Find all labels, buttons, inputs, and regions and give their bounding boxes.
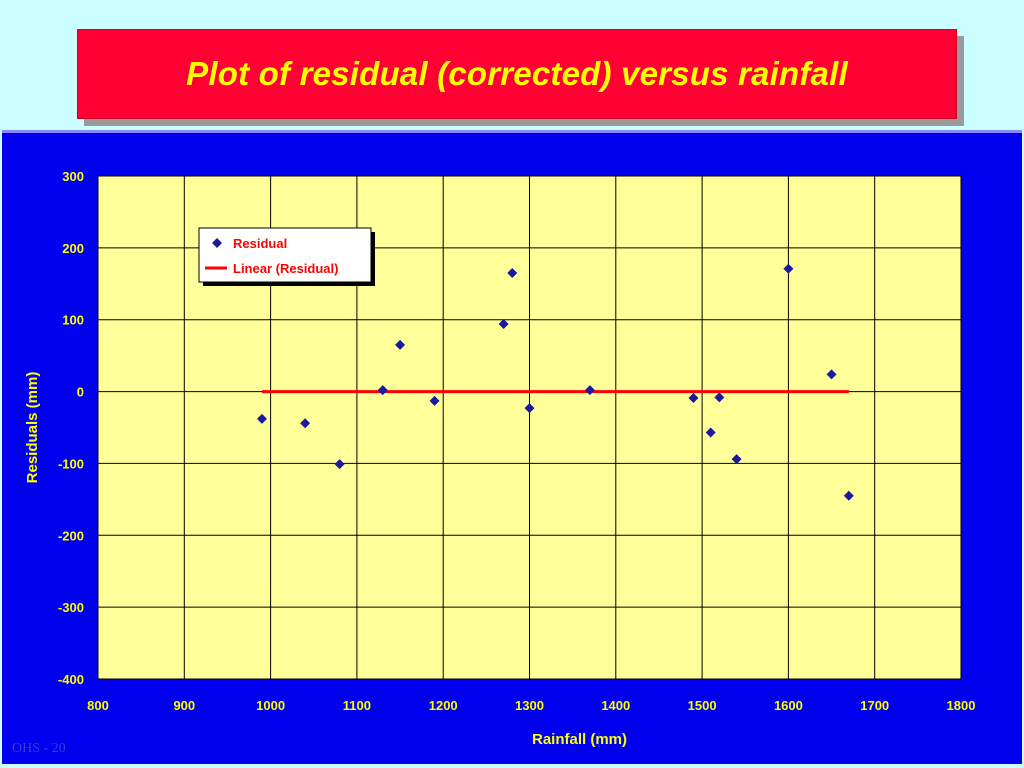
x-tick-label: 1200 — [429, 698, 458, 713]
y-tick-label: 200 — [62, 241, 84, 256]
data-point — [507, 268, 518, 279]
x-tick-label: 800 — [87, 698, 109, 713]
data-point — [498, 319, 509, 330]
legend-label-residual: Residual — [233, 236, 287, 251]
y-tick-label: 300 — [62, 169, 84, 184]
legend-box — [198, 227, 372, 283]
data-point — [377, 385, 388, 396]
data-point — [395, 339, 406, 350]
x-tick-label: 1600 — [774, 698, 803, 713]
x-tick-label: 1000 — [256, 698, 285, 713]
data-point — [714, 392, 725, 403]
data-point — [843, 490, 854, 501]
legend-marker-residual — [212, 238, 222, 248]
data-point — [300, 418, 311, 429]
y-tick-label: 100 — [62, 313, 84, 328]
data-point — [429, 395, 440, 406]
y-tick-label: -200 — [58, 528, 84, 543]
x-tick-label: 1400 — [601, 698, 630, 713]
chart-panel: 300 200 100 0 -100 -200 -300 -400 800 900 1000 1100… — [2, 130, 1022, 764]
data-point — [731, 454, 742, 465]
x-tick-label: 1500 — [688, 698, 717, 713]
x-tick-label: 1700 — [860, 698, 889, 713]
data-point — [334, 459, 345, 470]
data-point — [584, 385, 595, 396]
plot-border — [97, 175, 962, 680]
slide-title: Plot of residual (corrected) versus rain… — [186, 55, 848, 92]
x-tick-label: 1300 — [515, 698, 544, 713]
slide-footer: OHS - 20 — [12, 741, 66, 756]
data-point — [524, 403, 535, 414]
y-axis-title: Residuals (mm) — [24, 372, 41, 484]
data-point — [705, 427, 716, 438]
data-point — [826, 369, 837, 380]
y-tick-label: -400 — [58, 672, 84, 687]
data-point — [783, 263, 794, 274]
y-tick-label: 0 — [77, 385, 84, 400]
data-point — [256, 413, 267, 424]
y-tick-label: -300 — [58, 600, 84, 615]
x-tick-label: 1800 — [947, 698, 976, 713]
legend-label-linear: Linear (Residual) — [233, 261, 338, 276]
x-tick-label: 1100 — [343, 698, 371, 713]
x-tick-label: 900 — [173, 698, 195, 713]
title-banner: Plot of residual (corrected) versus rain… — [77, 29, 957, 119]
data-point — [688, 393, 699, 404]
y-tick-label: -100 — [58, 456, 84, 471]
x-axis-title: Rainfall (mm) — [532, 731, 627, 748]
